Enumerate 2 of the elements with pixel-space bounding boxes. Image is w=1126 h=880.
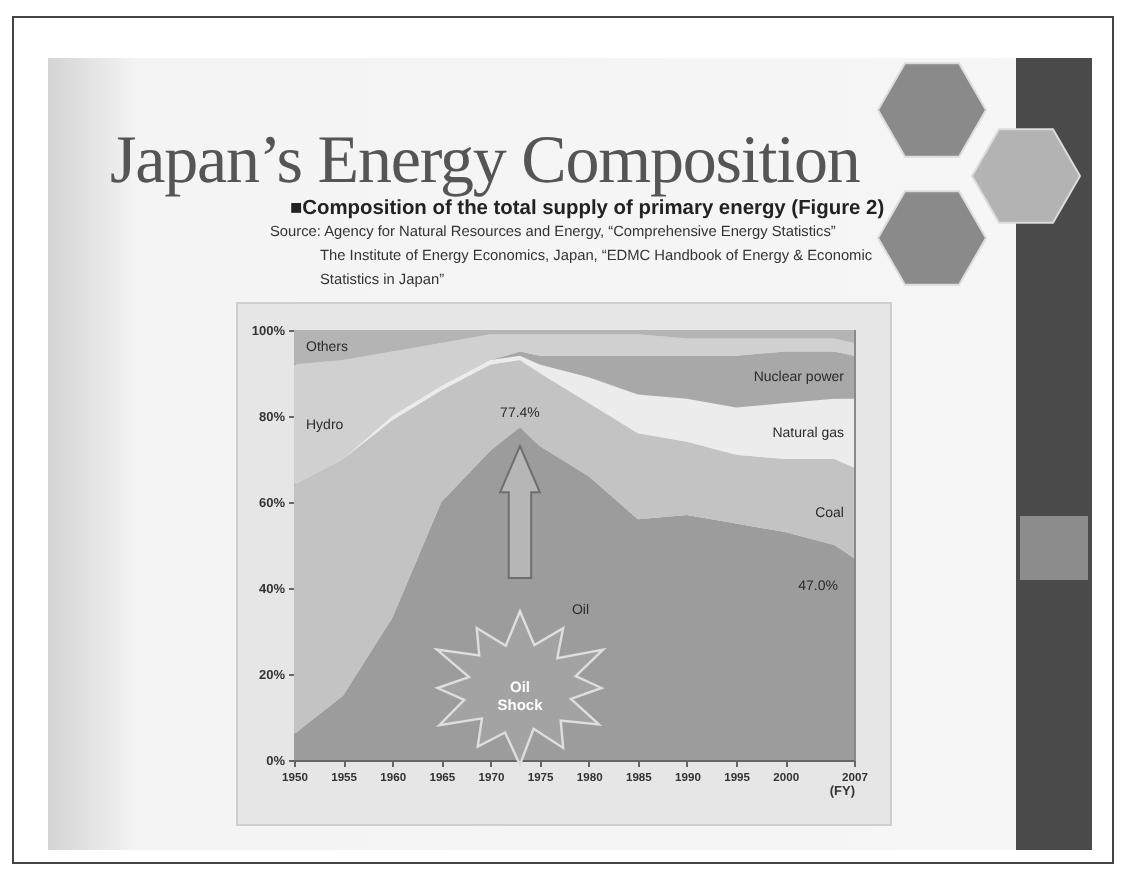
chart-subtitle: ■Composition of the total supply of primary energy (Figure 2) xyxy=(290,198,885,220)
chart-title: Japan’s Energy Composition xyxy=(110,122,860,199)
